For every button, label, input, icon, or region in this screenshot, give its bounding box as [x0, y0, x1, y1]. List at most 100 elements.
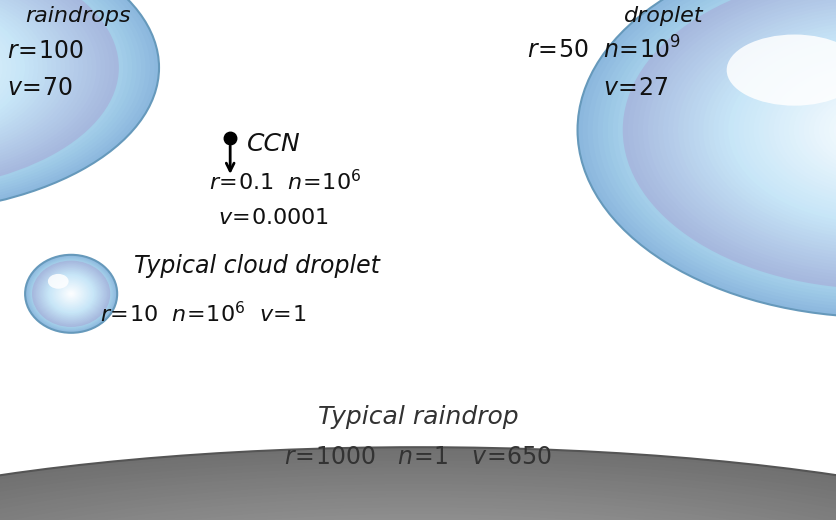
Ellipse shape	[612, 0, 836, 295]
Ellipse shape	[33, 261, 110, 327]
Ellipse shape	[747, 49, 836, 211]
Ellipse shape	[0, 0, 61, 160]
Ellipse shape	[0, 5, 8, 131]
Ellipse shape	[26, 255, 116, 332]
Ellipse shape	[0, 0, 65, 162]
Ellipse shape	[577, 0, 836, 317]
Text: $r\!=\!50$  $n\!=\!10^9$: $r\!=\!50$ $n\!=\!10^9$	[527, 36, 681, 63]
Ellipse shape	[582, 0, 836, 314]
Ellipse shape	[0, 471, 836, 520]
Ellipse shape	[65, 289, 77, 299]
Ellipse shape	[0, 484, 836, 520]
Ellipse shape	[782, 71, 836, 189]
Ellipse shape	[617, 0, 836, 292]
Ellipse shape	[57, 281, 85, 306]
Ellipse shape	[0, 0, 25, 140]
Ellipse shape	[64, 288, 78, 300]
Text: droplet: droplet	[623, 6, 702, 26]
Ellipse shape	[59, 284, 83, 304]
Ellipse shape	[67, 290, 75, 297]
Ellipse shape	[737, 43, 836, 217]
Ellipse shape	[28, 257, 115, 331]
Ellipse shape	[30, 258, 112, 329]
Ellipse shape	[697, 18, 836, 242]
Ellipse shape	[34, 263, 108, 325]
Ellipse shape	[48, 274, 69, 289]
Ellipse shape	[762, 58, 836, 202]
Ellipse shape	[0, 497, 836, 520]
Ellipse shape	[50, 276, 92, 311]
Ellipse shape	[0, 494, 836, 520]
Ellipse shape	[662, 0, 836, 264]
Ellipse shape	[29, 258, 113, 330]
Ellipse shape	[828, 99, 836, 161]
Ellipse shape	[30, 259, 112, 328]
Ellipse shape	[0, 0, 43, 150]
Ellipse shape	[788, 74, 836, 186]
Ellipse shape	[642, 0, 836, 277]
Ellipse shape	[0, 457, 836, 520]
Ellipse shape	[0, 467, 836, 520]
Ellipse shape	[672, 2, 836, 258]
Ellipse shape	[818, 93, 836, 167]
Ellipse shape	[717, 30, 836, 230]
Ellipse shape	[0, 514, 836, 520]
Ellipse shape	[682, 8, 836, 252]
Ellipse shape	[0, 0, 74, 167]
Ellipse shape	[36, 264, 106, 323]
Ellipse shape	[833, 102, 836, 158]
Ellipse shape	[0, 461, 836, 520]
Ellipse shape	[0, 0, 145, 206]
Ellipse shape	[0, 0, 88, 174]
Ellipse shape	[772, 64, 836, 196]
Ellipse shape	[62, 286, 80, 302]
Ellipse shape	[0, 0, 101, 181]
Ellipse shape	[823, 96, 836, 164]
Ellipse shape	[0, 0, 159, 213]
Ellipse shape	[27, 256, 115, 332]
Text: $r\!=\!10$  $n\!=\!10^6$  $v\!=\!1$: $r\!=\!10$ $n\!=\!10^6$ $v\!=\!1$	[100, 301, 307, 327]
Ellipse shape	[51, 277, 91, 311]
Ellipse shape	[0, 0, 48, 152]
Ellipse shape	[0, 447, 836, 520]
Text: Typical cloud droplet: Typical cloud droplet	[134, 254, 380, 278]
Ellipse shape	[707, 24, 836, 236]
Ellipse shape	[667, 0, 836, 261]
Ellipse shape	[0, 0, 136, 201]
Ellipse shape	[43, 270, 99, 318]
Ellipse shape	[61, 285, 81, 302]
Ellipse shape	[597, 0, 836, 305]
Ellipse shape	[68, 291, 74, 296]
Text: raindrops: raindrops	[25, 6, 130, 26]
Ellipse shape	[39, 267, 103, 320]
Ellipse shape	[726, 34, 836, 106]
Ellipse shape	[66, 289, 76, 298]
Ellipse shape	[41, 268, 101, 319]
Ellipse shape	[49, 276, 93, 312]
Ellipse shape	[0, 0, 119, 191]
Ellipse shape	[70, 293, 72, 294]
Ellipse shape	[54, 279, 89, 309]
Ellipse shape	[0, 0, 110, 187]
Ellipse shape	[0, 511, 836, 520]
Ellipse shape	[0, 0, 155, 211]
Ellipse shape	[0, 0, 34, 145]
Ellipse shape	[28, 257, 114, 330]
Ellipse shape	[48, 275, 94, 313]
Ellipse shape	[632, 0, 836, 283]
Ellipse shape	[798, 80, 836, 180]
Ellipse shape	[0, 450, 836, 520]
Ellipse shape	[48, 274, 94, 314]
Ellipse shape	[0, 0, 38, 148]
Text: $r\!=\!100$: $r\!=\!100$	[7, 39, 83, 63]
Ellipse shape	[64, 287, 79, 301]
Ellipse shape	[0, 0, 83, 172]
Ellipse shape	[60, 285, 82, 303]
Ellipse shape	[627, 0, 836, 286]
Ellipse shape	[0, 0, 16, 136]
Ellipse shape	[31, 260, 111, 328]
Ellipse shape	[607, 0, 836, 298]
Ellipse shape	[47, 273, 95, 315]
Ellipse shape	[44, 271, 98, 317]
Ellipse shape	[752, 52, 836, 208]
